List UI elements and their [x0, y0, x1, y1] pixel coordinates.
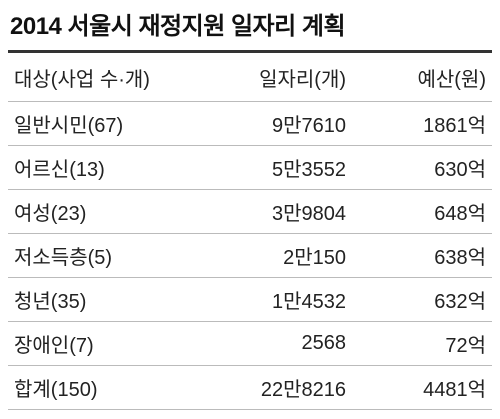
table-cell: 2568 — [190, 321, 352, 366]
table-cell: 청년(35) — [8, 277, 190, 322]
table-cell: 632억 — [352, 277, 492, 322]
column-header: 일자리(개) — [190, 51, 352, 102]
table-cell: 9만7610 — [190, 101, 352, 146]
table-cell: 일반시민(67) — [8, 101, 190, 146]
table-cell: 합계(150) — [8, 365, 190, 410]
table-cell: 2만150 — [190, 233, 352, 278]
table-cell: 5만3552 — [190, 145, 352, 190]
table-row: 어르신(13) 5만3552 630억 — [8, 145, 492, 190]
table-cell: 장애인(7) — [8, 321, 190, 366]
title: 2014 서울시 재정지원 일자리 계획 — [10, 13, 346, 40]
table-row: 일반시민(67) 9만7610 1861억 — [8, 101, 492, 146]
table-cell: 1861억 — [352, 101, 492, 146]
table-cell: 1만4532 — [190, 277, 352, 322]
table-cell: 22만8216 — [190, 365, 352, 410]
table-row: 여성(23) 3만9804 648억 — [8, 189, 492, 234]
table-row: 청년(35) 1만4532 632억 — [8, 277, 492, 322]
table-row: 장애인(7) 2568 72억 — [8, 321, 492, 366]
table-cell: 630억 — [352, 145, 492, 190]
table-cell: 여성(23) — [8, 189, 190, 234]
table-cell: 3만9804 — [190, 189, 352, 234]
column-header: 예산(원) — [352, 51, 492, 102]
header-row: 대상(사업 수·개) 일자리(개) 예산(원) — [8, 51, 492, 102]
table-cell: 저소득층(5) — [8, 233, 190, 278]
table-cell: 어르신(13) — [8, 145, 190, 190]
table-row: 합계(150) 22만8216 4481억 — [8, 365, 492, 410]
table-row: 저소득층(5) 2만150 638억 — [8, 233, 492, 278]
data-table: 대상(사업 수·개) 일자리(개) 예산(원) 일반시민(67) 9만7610 1861억… — [8, 50, 492, 410]
table-cell: 638억 — [352, 233, 492, 278]
table-cell: 4481억 — [352, 365, 492, 410]
table-cell: 72억 — [352, 321, 492, 366]
column-header: 대상(사업 수·개) — [8, 51, 190, 102]
table-cell: 648억 — [352, 189, 492, 234]
